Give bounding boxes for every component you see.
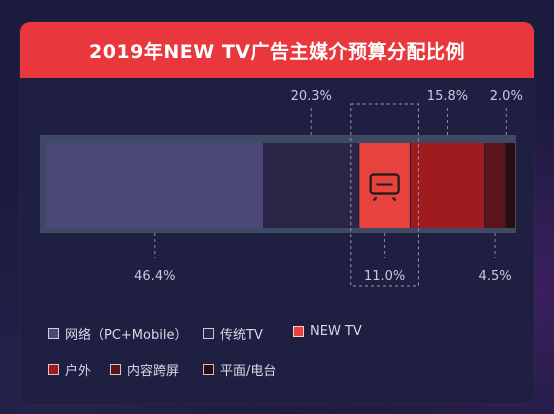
legend-swatch (203, 364, 214, 375)
legend-swatch (48, 328, 59, 339)
legend-item: NEW TV (293, 324, 362, 339)
legend-item: 内容跨屏 (110, 360, 179, 379)
highlight-box (350, 103, 419, 287)
tv-icon-leg-right (391, 196, 397, 202)
data-label: 20.3% (291, 89, 332, 104)
legend-label: 平面/电台 (220, 364, 277, 379)
legend-label: 传统TV (220, 328, 263, 343)
bar-segment (410, 143, 485, 228)
legend-item: 户外 (48, 360, 91, 379)
data-label: 15.8% (427, 89, 468, 104)
chart-card: 2019年NEW TV广告主媒介预算分配比例 46.4% 20.3% 11.0% 15… (20, 22, 534, 404)
data-label: 2.0% (490, 89, 523, 104)
tv-icon (369, 173, 400, 202)
legend-item: 传统TV (203, 324, 263, 343)
legend-swatch (48, 364, 59, 375)
legend-label: 网络（PC+Mobile） (65, 328, 188, 343)
bar-segment (484, 143, 506, 228)
legend-label: 户外 (65, 364, 92, 379)
data-label: 11.0% (364, 269, 405, 284)
bar-segment (505, 143, 515, 228)
legend-item: 网络（PC+Mobile） (48, 324, 187, 343)
legend-swatch (293, 326, 304, 337)
bar-segment (46, 143, 264, 228)
data-label: 4.5% (479, 269, 512, 284)
stacked-bar-chart: 46.4% 20.3% 11.0% 15.8% 4.5% 2.0% (40, 89, 523, 287)
bar-segment (263, 143, 359, 228)
legend-swatch (203, 328, 214, 339)
legend-item: 平面/电台 (203, 360, 276, 379)
tv-icon-screen (369, 173, 400, 195)
chart-title: 2019年NEW TV广告主媒介预算分配比例 (20, 22, 534, 78)
legend-label: NEW TV (310, 324, 362, 339)
legend-swatch (110, 364, 121, 375)
data-label: 46.4% (134, 269, 175, 284)
legend-label: 内容跨屏 (127, 364, 180, 379)
tv-icon-leg-left (372, 196, 378, 202)
